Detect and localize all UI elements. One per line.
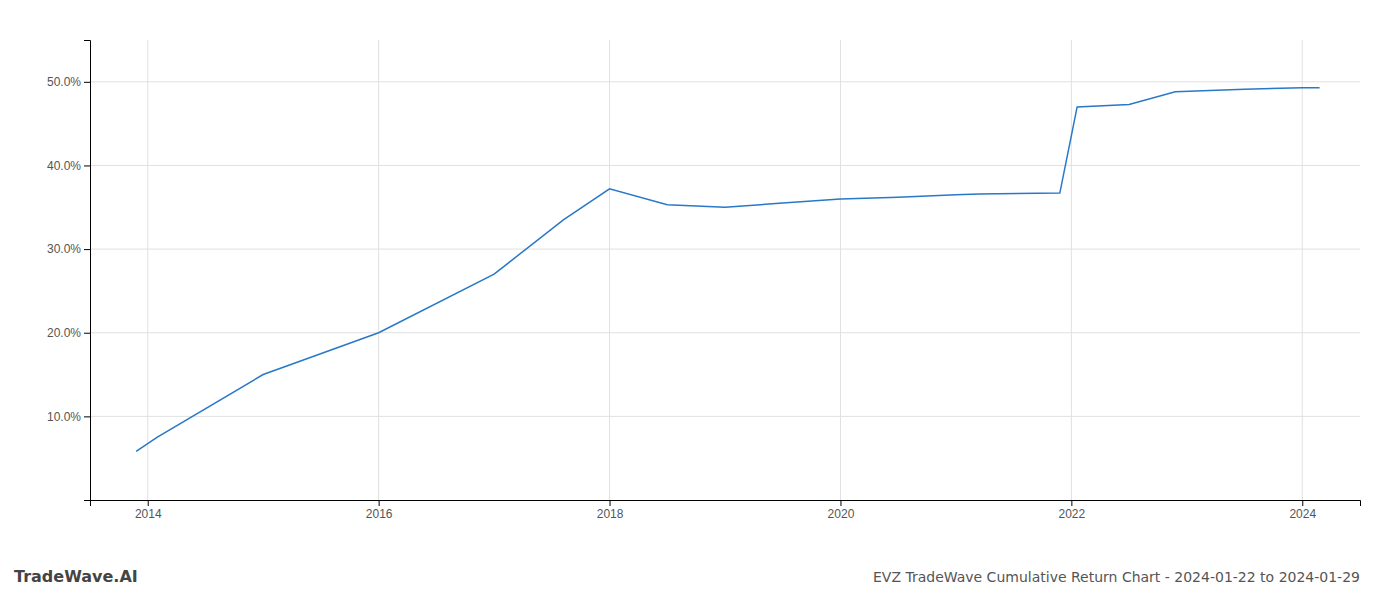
y-tick-label: 50.0% — [47, 75, 81, 89]
x-tick-label: 2014 — [135, 507, 162, 521]
x-tick: 2020 — [828, 500, 855, 521]
y-axis-line — [84, 41, 91, 501]
x-axis-line — [91, 501, 1361, 507]
grid-line-x — [147, 40, 148, 500]
plot-area: 2014 2016 2018 2020 2022 2024 10.0% 20.0% 30.0% 4… — [47, 40, 1361, 521]
grid-line-y — [90, 332, 1360, 333]
grid-line-x — [840, 40, 841, 500]
x-tick: 2014 — [135, 500, 162, 521]
y-tick-mark — [84, 416, 90, 417]
x-tick-mark — [840, 500, 841, 506]
x-tick-mark — [610, 500, 611, 506]
y-tick-label: 40.0% — [47, 159, 81, 173]
x-tick: 2018 — [597, 500, 624, 521]
y-tick: 20.0% — [47, 326, 90, 340]
y-tick: 50.0% — [47, 75, 90, 89]
grid — [90, 40, 1360, 500]
grid-line-x — [1302, 40, 1303, 500]
y-tick: 10.0% — [47, 410, 90, 424]
y-tick-mark — [84, 333, 90, 334]
y-tick-label: 20.0% — [47, 326, 81, 340]
x-tick-label: 2016 — [366, 507, 393, 521]
grid-line-y — [90, 416, 1360, 417]
data-line — [136, 88, 1319, 452]
x-tick-mark — [1071, 500, 1072, 506]
x-tick-mark — [379, 500, 380, 506]
grid-line-y — [90, 165, 1360, 166]
grid-line-x — [609, 40, 610, 500]
y-tick: 40.0% — [47, 159, 90, 173]
y-tick: 30.0% — [47, 242, 90, 256]
x-tick: 2024 — [1289, 500, 1316, 521]
watermark: TradeWave.AI — [14, 567, 138, 586]
x-tick-label: 2020 — [828, 507, 855, 521]
y-tick-label: 30.0% — [47, 242, 81, 256]
chart-title: EVZ TradeWave Cumulative Return Chart - … — [873, 569, 1360, 585]
y-tick-label: 10.0% — [47, 410, 81, 424]
x-tick: 2022 — [1059, 500, 1086, 521]
x-axis: 2014 2016 2018 2020 2022 2024 — [91, 500, 1361, 521]
grid-line-x — [1071, 40, 1072, 500]
x-tick-label: 2024 — [1289, 507, 1316, 521]
y-tick-mark — [84, 165, 90, 166]
y-axis: 10.0% 20.0% 30.0% 40.0% 50.0% — [47, 41, 91, 501]
y-tick-mark — [84, 82, 90, 83]
x-tick-label: 2022 — [1059, 507, 1086, 521]
marks — [136, 88, 1319, 452]
grid-line-x — [378, 40, 379, 500]
grid-line-y — [90, 249, 1360, 250]
chart-container: 2014 2016 2018 2020 2022 2024 10.0% 20.0% 30.0% 4… — [0, 0, 1400, 600]
x-tick-mark — [148, 500, 149, 506]
grid-line-y — [90, 81, 1360, 82]
x-tick-mark — [1302, 500, 1303, 506]
x-tick-label: 2018 — [597, 507, 624, 521]
x-tick: 2016 — [366, 500, 393, 521]
chart-svg: 2014 2016 2018 2020 2022 2024 10.0% 20.0% 30.0% 4… — [0, 0, 1400, 600]
y-tick-mark — [84, 249, 90, 250]
